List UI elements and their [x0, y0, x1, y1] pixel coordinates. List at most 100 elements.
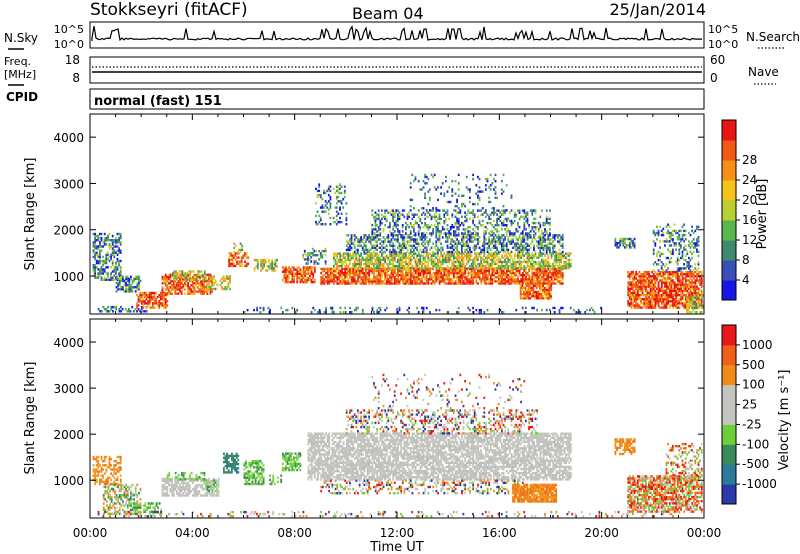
scatter-cell — [100, 276, 103, 279]
scatter-cell — [373, 217, 375, 221]
scatter-cell — [408, 306, 410, 310]
scatter-cell — [353, 267, 356, 271]
scatter-cell — [419, 256, 422, 259]
scatter-cell — [389, 276, 391, 279]
scatter-cell — [483, 267, 486, 271]
scatter-cell — [430, 267, 433, 271]
scatter-cell — [565, 260, 567, 264]
scatter-cell — [302, 280, 305, 284]
scatter-cell — [371, 244, 374, 247]
scatter-cell — [454, 240, 457, 243]
scatter-cell — [501, 256, 503, 259]
scatter-cell — [384, 274, 387, 277]
scatter-cell — [528, 282, 531, 285]
scatter-cell — [111, 259, 114, 263]
scatter-cell — [414, 264, 417, 268]
scatter-cell — [139, 291, 142, 295]
scatter-cell — [449, 240, 452, 243]
scatter-cell — [195, 284, 197, 287]
scatter-cell — [480, 250, 482, 254]
scatter-cell — [385, 271, 388, 275]
scatter-cell — [221, 287, 223, 291]
scatter-cell — [147, 300, 150, 303]
scatter-cell — [398, 211, 401, 214]
scatter-cell — [371, 209, 374, 212]
scatter-cell — [261, 261, 264, 264]
scatter-cell — [352, 262, 354, 266]
scatter-cell — [168, 290, 170, 293]
scatter-cell — [347, 278, 350, 281]
scatter-cell — [228, 262, 230, 265]
scatter-cell — [507, 256, 510, 259]
scatter-cell — [505, 246, 508, 249]
scatter-cell — [568, 262, 570, 266]
scatter-cell — [393, 234, 396, 237]
scatter-cell — [467, 278, 470, 281]
scatter-cell — [357, 240, 359, 243]
scatter-cell — [437, 254, 439, 257]
scatter-cell — [513, 213, 516, 216]
scatter-cell — [296, 278, 299, 282]
scatter-cell — [142, 291, 145, 295]
scatter-cell — [563, 264, 566, 268]
scatter-cell — [419, 274, 422, 277]
scatter-cell — [539, 240, 542, 243]
scatter-cell — [376, 242, 378, 245]
scatter-cell — [403, 252, 406, 255]
scatter-cell — [117, 275, 119, 278]
scatter-cell — [115, 308, 118, 311]
scatter-cell — [350, 282, 353, 285]
scatter-cell — [105, 278, 108, 281]
scatter-cell — [486, 278, 489, 281]
scatter-cell — [569, 264, 572, 268]
scatter-cell — [365, 258, 367, 262]
scatter-cell — [472, 276, 475, 279]
scatter-cell — [635, 273, 638, 276]
scatter-cell — [517, 250, 519, 254]
scatter-cell — [116, 245, 119, 248]
scatter-cell — [651, 285, 654, 288]
scatter-cell — [542, 286, 544, 290]
scatter-cell — [355, 271, 358, 275]
scatter-cell — [667, 293, 670, 297]
scatter-cell — [309, 274, 311, 277]
scatter-cell — [558, 248, 561, 252]
scatter-cell — [321, 274, 324, 277]
scatter-cell — [361, 238, 364, 241]
scatter-cell — [344, 269, 347, 273]
scatter-cell — [627, 293, 630, 297]
scatter-cell — [139, 300, 142, 303]
scatter-cell — [108, 239, 111, 242]
scatter-cell — [419, 262, 422, 266]
scatter-cell — [499, 278, 502, 281]
scatter-cell — [347, 234, 350, 237]
scatter-cell — [456, 258, 458, 262]
scatter-cell — [229, 252, 232, 255]
scatter-cell — [336, 267, 338, 270]
scatter-cell — [472, 282, 475, 285]
scatter-cell — [421, 306, 423, 310]
scatter-cell — [389, 244, 391, 247]
scatter-cell — [441, 274, 444, 277]
scatter-cell — [456, 242, 458, 245]
scatter-cell — [457, 182, 460, 185]
scatter-cell — [327, 185, 330, 188]
scatter-cell — [461, 267, 463, 270]
scatter-cell — [357, 250, 359, 254]
scatter-cell — [94, 234, 96, 238]
scatter-cell — [327, 208, 330, 211]
scatter-cell — [335, 198, 338, 201]
scatter-cell — [433, 246, 436, 249]
scatter-cell — [547, 297, 549, 300]
scatter-cell — [617, 246, 620, 249]
scatter-cell — [532, 295, 535, 298]
scatter-cell — [297, 276, 300, 280]
scatter-cell — [408, 271, 411, 275]
scatter-cell — [424, 192, 426, 195]
scatter-cell — [429, 238, 431, 241]
scatter-cell — [475, 264, 478, 268]
scatter-cell — [489, 264, 492, 268]
scatter-cell — [105, 255, 108, 259]
scatter-cell — [401, 262, 404, 266]
scatter-cell — [496, 258, 498, 262]
